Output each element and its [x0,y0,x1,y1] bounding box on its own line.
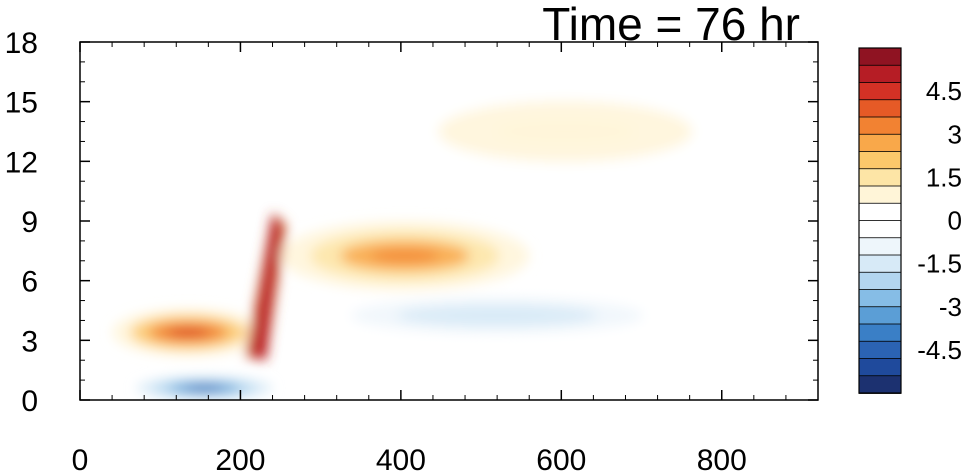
colorbar-label: 4.5 [926,76,962,106]
colorbar-swatch [858,289,902,308]
colorbar-swatch [858,133,902,153]
colorbar-swatch [858,47,902,67]
colorbar-swatch [858,358,902,377]
field-contour [496,120,634,143]
colorbar-swatch [858,237,902,256]
colorbar-swatch [858,271,902,291]
x-tick-label: 600 [536,444,586,473]
colorbar-label: 0 [948,206,962,236]
colorbar-label: 1.5 [926,162,962,192]
colorbar-label: -4.5 [917,335,962,365]
colorbar-swatch [858,151,902,170]
colorbar: 4.5 3 1.5 0 -1.5 -3 -4.5 [858,47,962,394]
field-contour [370,250,440,262]
heatmap-field [112,61,810,400]
y-tick-label: 18 [5,27,38,60]
x-tick-label: 800 [697,444,747,473]
colorbar-swatch [858,323,902,343]
colorbar-swatch [858,116,902,136]
colorbar-swatch [858,168,902,187]
colorbar-label: -3 [939,292,962,322]
field-contour [185,385,224,392]
colorbar-swatch [858,82,902,101]
chart-title: Time = 76 hr [542,0,800,50]
colorbar-swatch [858,64,902,84]
x-tick-label: 200 [215,444,265,473]
colorbar-swatch [858,185,902,205]
colorbar-swatch [858,340,902,360]
y-tick-label: 3 [21,325,38,358]
colorbar-frame [858,47,902,394]
x-tick-label: 400 [376,444,426,473]
colorbar-swatch [858,202,902,222]
colorbar-swatch [858,306,902,325]
y-tick-label: 9 [21,206,38,239]
colorbar-swatch [858,99,902,118]
colorbar-label: 3 [948,119,962,149]
x-tick-label: 0 [72,444,89,473]
y-tick-label: 0 [21,385,38,418]
y-tick-label: 12 [5,146,38,179]
colorbar-label: -1.5 [917,249,962,279]
colorbar-swatch [858,254,902,274]
y-tick-label: 6 [21,266,38,299]
y-tick-label: 15 [5,87,38,120]
field-contour [166,328,210,337]
colorbar-swatch [858,375,902,394]
colorbar-swatch [858,220,902,239]
field-contour [246,213,285,361]
axes: 0 200 400 600 800 0 3 6 9 12 15 18 [5,27,818,473]
field-contour [443,311,552,320]
